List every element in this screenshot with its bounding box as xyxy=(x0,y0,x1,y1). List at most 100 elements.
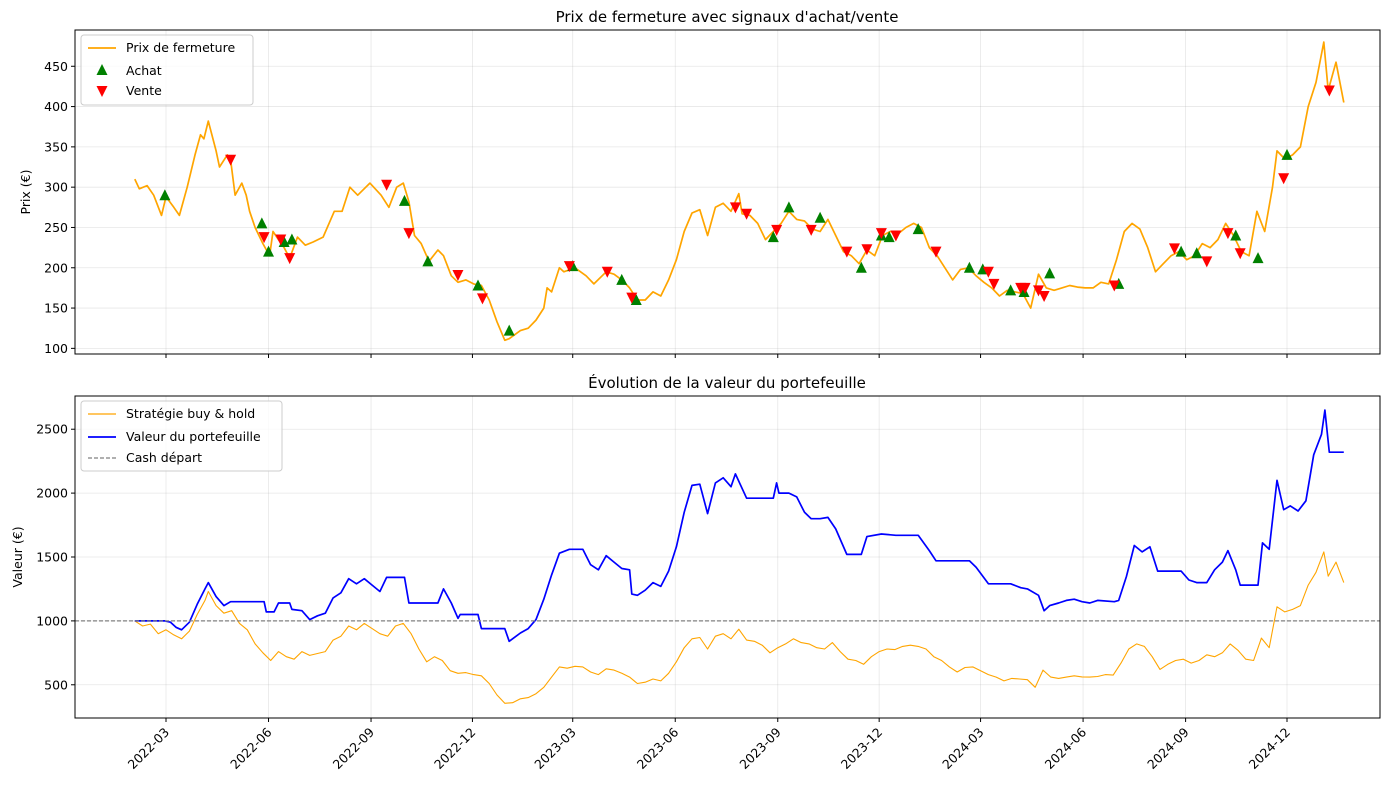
buy-marker xyxy=(1175,245,1187,257)
price-legend-label-sell: Vente xyxy=(126,83,162,98)
sell-marker xyxy=(476,293,488,305)
portfolio-legend-label-buyhold: Stratégie buy & hold xyxy=(126,406,255,421)
buy-marker xyxy=(1230,229,1242,241)
sell-marker xyxy=(805,224,817,236)
y-tick-label: 400 xyxy=(44,99,68,114)
price-chart-y-label: Prix (€) xyxy=(18,169,33,214)
sell-marker xyxy=(403,228,415,240)
y-tick-label: 300 xyxy=(44,180,68,195)
sell-marker xyxy=(1168,243,1180,255)
sell-marker xyxy=(982,266,994,278)
sell-marker xyxy=(1108,280,1120,292)
x-tick-label: 2022-12 xyxy=(431,725,479,773)
sell-marker xyxy=(771,224,783,236)
y-tick-label: 100 xyxy=(44,341,68,356)
buy-marker xyxy=(1005,284,1017,296)
x-tick-label: 2024-03 xyxy=(939,725,987,773)
portfolio-legend-label-cash: Cash départ xyxy=(126,450,202,465)
x-tick-label: 2023-09 xyxy=(736,724,784,772)
sell-marker xyxy=(930,246,942,258)
sell-marker xyxy=(626,292,638,304)
portfolio-legend-box xyxy=(80,400,283,472)
buy-marker xyxy=(767,231,779,243)
x-tick-label: 2022-03 xyxy=(125,725,173,773)
y-tick-label: 200 xyxy=(44,260,68,275)
x-tick-label: 2024-06 xyxy=(1042,724,1090,772)
buy-marker xyxy=(472,279,484,291)
sell-marker xyxy=(741,208,753,220)
buy-marker xyxy=(814,211,826,223)
sell-marker xyxy=(601,266,613,278)
x-tick-label: 2023-06 xyxy=(634,724,682,772)
x-tick-label: 2023-12 xyxy=(838,725,886,773)
sell-marker xyxy=(225,154,237,166)
sell-marker xyxy=(258,232,270,244)
buy-marker xyxy=(503,324,515,336)
sell-marker xyxy=(563,261,575,273)
portfolio-legend-label-value: Valeur du portefeuille xyxy=(126,429,261,444)
x-tick-label: 2024-09 xyxy=(1144,724,1192,772)
y-tick-label: 350 xyxy=(44,139,68,154)
price-chart-frame xyxy=(74,29,1381,355)
sell-marker xyxy=(1033,285,1045,297)
price-chart: Prix de fermeture avec signaux d'achat/v… xyxy=(18,8,1381,358)
series-line xyxy=(134,551,1345,704)
price-chart-x-ticks xyxy=(165,354,1288,358)
buy-marker xyxy=(159,189,171,201)
portfolio-chart-y-ticks: 500 1000 1500 2000 2500 xyxy=(36,422,75,692)
buy-marker xyxy=(963,261,975,273)
buy-marker xyxy=(263,245,275,257)
sell-marker xyxy=(841,246,853,258)
x-tick-label: 2022-06 xyxy=(227,724,275,772)
sell-marker xyxy=(381,179,393,191)
sell-marker xyxy=(452,270,464,282)
sell-marker xyxy=(1019,282,1031,294)
price-chart-legend: Prix de fermeture Achat Vente xyxy=(80,34,254,106)
buy-marker xyxy=(630,294,642,305)
y-tick-label: 2500 xyxy=(36,422,68,437)
buy-marker xyxy=(616,273,628,285)
sell-marker xyxy=(284,253,296,265)
sell-marker xyxy=(1038,290,1050,302)
price-chart-markers xyxy=(159,85,1335,336)
buy-marker xyxy=(855,261,867,273)
price-chart-title: Prix de fermeture avec signaux d'achat/v… xyxy=(556,8,899,26)
y-tick-label: 1000 xyxy=(36,613,68,628)
portfolio-chart-title: Évolution de la valeur du portefeuille xyxy=(588,373,866,392)
buy-marker xyxy=(883,231,895,243)
y-tick-label: 450 xyxy=(44,59,68,74)
buy-marker xyxy=(1044,267,1056,279)
buy-marker xyxy=(422,255,434,267)
sell-marker xyxy=(1323,85,1335,97)
portfolio-chart-legend: Stratégie buy & hold Valeur du portefeui… xyxy=(80,400,283,472)
sell-marker xyxy=(1201,256,1213,268)
buy-marker xyxy=(398,194,410,206)
sell-marker xyxy=(890,230,902,242)
price-chart-y-ticks: 100 150 200 250 300 350 400 450 xyxy=(44,59,75,356)
price-chart-grid xyxy=(75,30,1380,354)
y-tick-label: 150 xyxy=(44,301,68,316)
price-legend-buy-swatch xyxy=(96,64,108,75)
series-line xyxy=(134,41,1345,342)
sell-marker xyxy=(1234,248,1246,260)
price-chart-lines xyxy=(134,41,1345,342)
y-tick-label: 2000 xyxy=(36,486,68,501)
buy-marker xyxy=(912,223,924,235)
portfolio-chart: Évolution de la valeur du portefeuille 5… xyxy=(10,373,1381,773)
x-tick-label: 2023-03 xyxy=(531,725,579,773)
sell-marker xyxy=(988,278,1000,290)
buy-marker xyxy=(256,217,268,229)
sell-marker xyxy=(729,202,741,214)
buy-marker xyxy=(1191,247,1203,259)
series-line xyxy=(134,409,1344,643)
portfolio-chart-lines xyxy=(75,409,1380,704)
x-tick-label: 2024-12 xyxy=(1246,725,1294,773)
y-tick-label: 500 xyxy=(44,677,68,692)
portfolio-chart-y-label: Valeur (€) xyxy=(10,526,25,587)
price-legend-sell-swatch xyxy=(96,86,108,97)
price-legend-label-close: Prix de fermeture xyxy=(126,40,235,55)
price-legend-label-buy: Achat xyxy=(126,63,162,78)
buy-marker xyxy=(783,201,795,213)
sell-marker xyxy=(861,244,873,256)
